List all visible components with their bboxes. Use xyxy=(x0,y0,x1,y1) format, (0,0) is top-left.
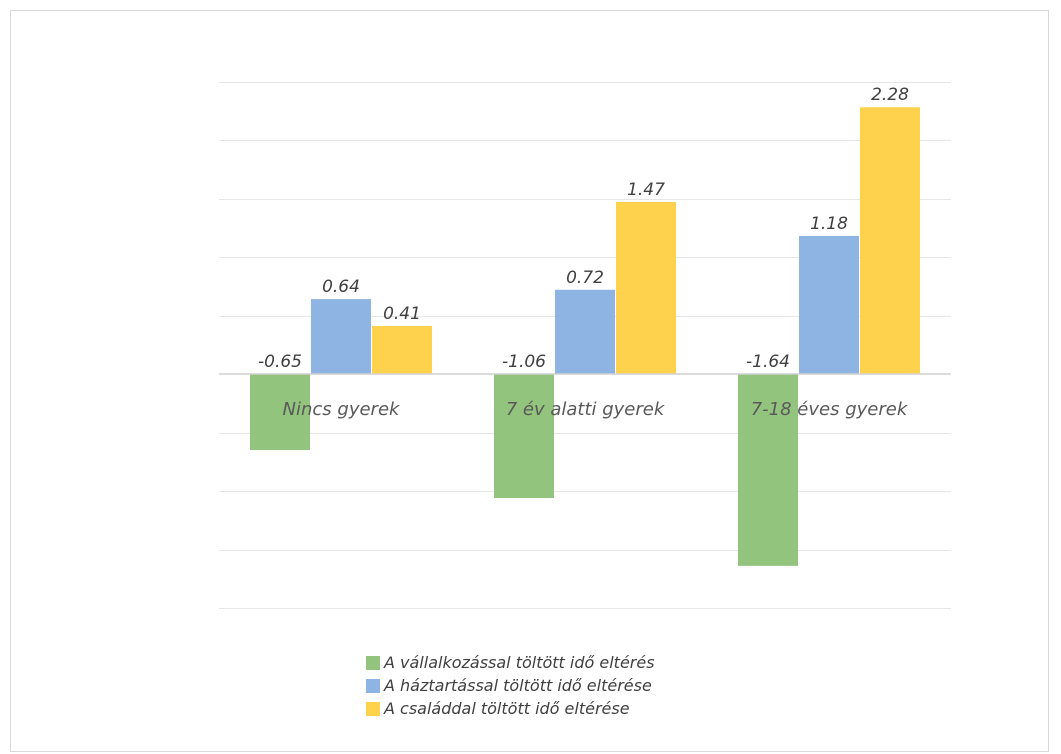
legend-swatch xyxy=(366,655,380,670)
data-label: 0.72 xyxy=(566,268,604,288)
bar xyxy=(494,374,554,499)
bar xyxy=(372,326,432,374)
bar xyxy=(311,299,371,374)
data-label: -1.64 xyxy=(746,352,790,372)
data-label: 1.47 xyxy=(627,180,665,200)
bar xyxy=(250,374,310,451)
legend-label: A háztartással töltött idő eltérése xyxy=(384,676,652,695)
legend-label: A vállalkozással töltött idő eltérés xyxy=(384,653,655,672)
category-labels: Nincs gyerek 7 év alatti gyerek 7-18 éves … xyxy=(283,399,909,420)
data-label: 0.64 xyxy=(322,277,360,297)
bar xyxy=(860,107,920,375)
bars xyxy=(250,107,920,566)
bar xyxy=(555,289,615,374)
data-label: 0.41 xyxy=(383,304,421,324)
bar xyxy=(616,202,676,374)
data-label: 1.18 xyxy=(810,214,848,234)
legend-swatch xyxy=(366,701,380,716)
category-label: Nincs gyerek xyxy=(283,399,401,420)
legend-item-haztartas: A háztartással töltött idő eltérése xyxy=(366,674,655,697)
legend-item-vallalkozas: A vállalkozással töltött idő eltérés xyxy=(366,651,655,674)
legend-item-csalad: A családdal töltött idő eltérése xyxy=(366,697,655,720)
legend: A vállalkozással töltött idő eltérés A h… xyxy=(366,651,655,720)
data-label: 2.28 xyxy=(871,85,909,105)
bar xyxy=(738,374,798,566)
category-label: 7 év alatti gyerek xyxy=(506,399,666,420)
data-label: -0.65 xyxy=(258,352,302,372)
bar xyxy=(799,235,859,374)
legend-swatch xyxy=(366,678,380,693)
category-label: 7-18 éves gyerek xyxy=(751,399,909,420)
data-label: -1.06 xyxy=(502,352,546,372)
legend-label: A családdal töltött idő eltérése xyxy=(384,699,630,718)
data-labels: -0.65 0.64 0.41 -1.06 0.72 1.47 -1.64 1.18 2.28 xyxy=(258,85,909,372)
